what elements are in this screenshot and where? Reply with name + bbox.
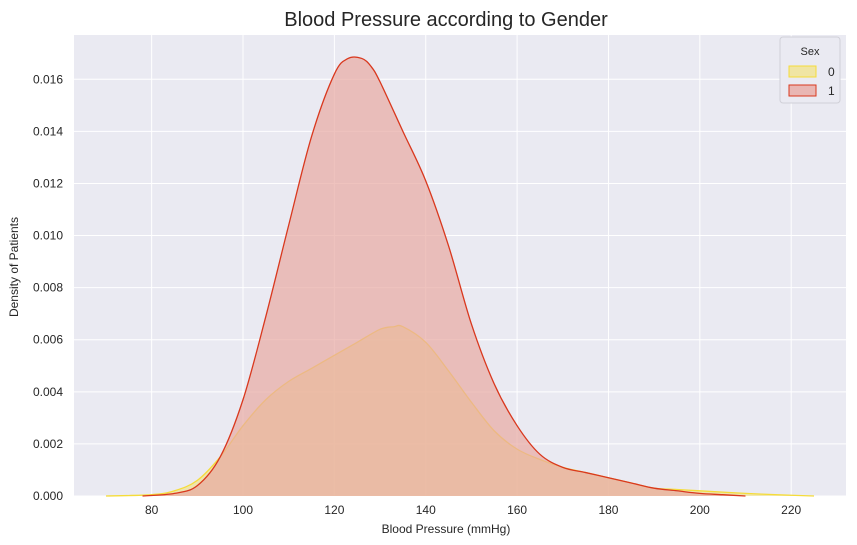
legend: Sex 01 <box>779 36 841 104</box>
x-tick-label: 220 <box>781 503 801 517</box>
x-axis-label: Blood Pressure (mmHg) <box>382 522 511 536</box>
y-axis-label: Density of Patients <box>7 217 21 317</box>
x-axis-ticks: 80 100 120 140 160 180 200 220 <box>145 503 802 517</box>
y-tick-label: 0.008 <box>33 281 63 295</box>
y-tick-label: 0.000 <box>33 489 63 503</box>
legend-entries: 01 <box>788 65 835 98</box>
density-area-sex-1 <box>142 56 746 496</box>
y-tick-label: 0.002 <box>33 437 63 451</box>
y-tick-label: 0.004 <box>33 385 63 399</box>
y-tick-label: 0.012 <box>33 176 63 190</box>
legend-label-0: 0 <box>828 65 835 79</box>
x-tick-label: 100 <box>233 503 253 517</box>
density-line-sex-1 <box>142 56 746 497</box>
legend-label-1: 1 <box>828 84 835 98</box>
series-layer <box>105 56 815 497</box>
y-tick-label: 0.010 <box>33 229 63 243</box>
x-tick-label: 180 <box>598 503 618 517</box>
y-tick-label: 0.016 <box>33 72 63 86</box>
legend-swatch-0 <box>788 65 817 78</box>
y-tick-label: 0.014 <box>33 124 63 138</box>
chart-title: Blood Pressure according to Gender <box>284 9 608 31</box>
x-tick-label: 120 <box>324 503 344 517</box>
x-tick-label: 160 <box>507 503 527 517</box>
legend-title: Sex <box>801 46 820 58</box>
y-axis-ticks: 0.000 0.002 0.004 0.006 0.008 0.010 0.012 0.014… <box>33 72 63 503</box>
y-tick-label: 0.006 <box>33 333 63 347</box>
legend-swatch-1 <box>788 84 817 97</box>
x-tick-label: 140 <box>416 503 436 517</box>
x-tick-label: 80 <box>145 503 159 517</box>
x-tick-label: 200 <box>690 503 710 517</box>
